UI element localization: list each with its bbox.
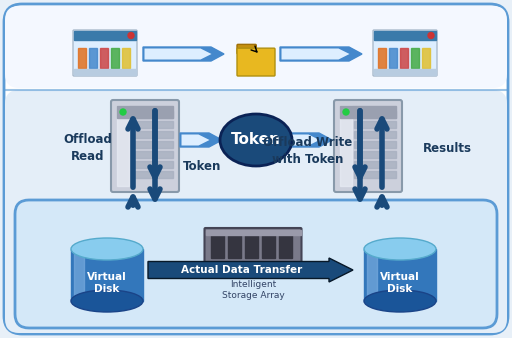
Ellipse shape: [220, 114, 292, 166]
Text: Actual Data Transfer: Actual Data Transfer: [181, 265, 303, 275]
Bar: [117, 106, 129, 186]
FancyArrow shape: [148, 258, 353, 282]
FancyArrow shape: [290, 133, 332, 147]
Circle shape: [428, 32, 434, 39]
Bar: [354, 151, 396, 158]
Bar: [131, 151, 173, 158]
Bar: [122, 48, 130, 68]
FancyArrow shape: [143, 47, 224, 61]
Bar: [354, 131, 396, 138]
FancyArrow shape: [144, 48, 211, 59]
Bar: [389, 48, 397, 68]
Bar: [71, 249, 143, 301]
Bar: [400, 48, 408, 68]
Bar: [131, 111, 173, 118]
Bar: [111, 48, 119, 68]
Text: Virtual
Disk: Virtual Disk: [380, 272, 420, 294]
Text: Offload
Read: Offload Read: [63, 133, 113, 163]
Text: Token: Token: [231, 132, 281, 147]
Ellipse shape: [71, 290, 143, 312]
Text: Offload Write
with Token: Offload Write with Token: [263, 136, 353, 166]
Bar: [422, 48, 430, 68]
Ellipse shape: [71, 238, 143, 260]
Bar: [279, 234, 291, 258]
Bar: [74, 69, 136, 75]
Bar: [131, 141, 173, 148]
Bar: [354, 141, 396, 148]
FancyArrow shape: [180, 133, 222, 147]
FancyArrow shape: [181, 135, 209, 145]
Bar: [89, 48, 97, 68]
FancyBboxPatch shape: [4, 4, 508, 334]
FancyArrow shape: [280, 47, 362, 61]
Bar: [340, 106, 352, 186]
FancyArrow shape: [282, 48, 350, 59]
Bar: [378, 48, 386, 68]
FancyBboxPatch shape: [237, 44, 257, 54]
Text: Results: Results: [422, 142, 472, 154]
Circle shape: [343, 109, 349, 115]
FancyBboxPatch shape: [15, 200, 497, 328]
Bar: [354, 161, 396, 168]
Bar: [131, 121, 173, 128]
Text: Token: Token: [183, 160, 221, 172]
FancyBboxPatch shape: [334, 100, 402, 192]
Bar: [100, 48, 108, 68]
Bar: [74, 249, 84, 301]
Ellipse shape: [364, 290, 436, 312]
Bar: [78, 48, 86, 68]
FancyArrow shape: [291, 135, 319, 145]
FancyBboxPatch shape: [373, 30, 437, 76]
Circle shape: [128, 32, 134, 39]
Bar: [245, 234, 258, 258]
Bar: [354, 111, 396, 118]
FancyBboxPatch shape: [5, 6, 507, 88]
FancyBboxPatch shape: [111, 100, 179, 192]
Text: Virtual
Disk: Virtual Disk: [87, 272, 127, 294]
Bar: [74, 31, 136, 40]
Text: Intelligent
Storage Array: Intelligent Storage Array: [222, 280, 284, 300]
Bar: [205, 230, 301, 235]
FancyBboxPatch shape: [73, 30, 137, 76]
Bar: [117, 106, 173, 118]
FancyBboxPatch shape: [5, 90, 507, 333]
Bar: [131, 161, 173, 168]
Bar: [262, 234, 274, 258]
FancyBboxPatch shape: [237, 48, 275, 76]
Bar: [367, 249, 377, 301]
Bar: [354, 121, 396, 128]
Bar: [411, 48, 419, 68]
Bar: [340, 106, 396, 118]
Bar: [354, 171, 396, 178]
FancyBboxPatch shape: [204, 228, 302, 264]
Bar: [374, 31, 436, 40]
Ellipse shape: [364, 238, 436, 260]
Bar: [131, 171, 173, 178]
Bar: [131, 131, 173, 138]
Bar: [364, 249, 436, 301]
Bar: [374, 69, 436, 75]
Bar: [210, 234, 224, 258]
Bar: [227, 234, 241, 258]
Circle shape: [120, 109, 126, 115]
